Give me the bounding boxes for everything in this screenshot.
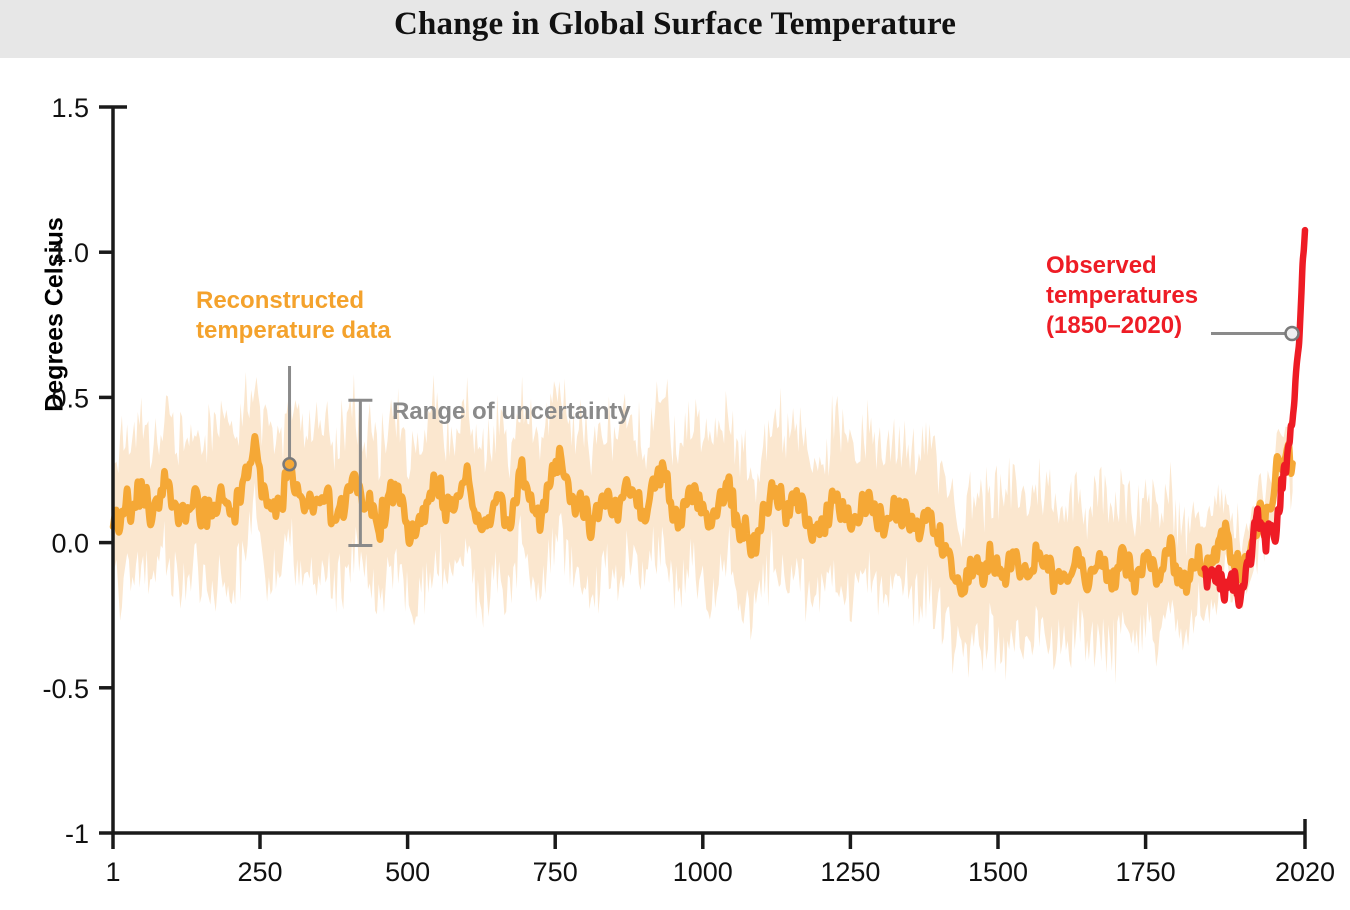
observed-line — [1201, 226, 1309, 609]
y-tick-label: 1.0 — [51, 238, 89, 268]
page-title: Change in Global Surface Temperature — [393, 6, 957, 42]
x-tick-label: 750 — [533, 857, 578, 887]
title-band — [0, 0, 1350, 58]
y-tick-label: -0.5 — [42, 674, 89, 704]
x-tick-label: 1000 — [673, 857, 733, 887]
reconstructed-line — [109, 433, 1296, 598]
x-tick-label: 500 — [385, 857, 430, 887]
y-tick-label: -1 — [65, 819, 89, 849]
y-tick-label: 0.5 — [51, 383, 89, 413]
x-tick-label: 1750 — [1116, 857, 1176, 887]
x-tick-label: 1 — [105, 857, 120, 887]
x-tick-label: 2020 — [1275, 857, 1335, 887]
x-tick-label: 1250 — [820, 857, 880, 887]
y-tick-label: 1.5 — [51, 93, 89, 123]
y-tick-label: 0.0 — [51, 529, 89, 559]
annotation-uncertainty: Range of uncertainty — [392, 398, 631, 425]
annotation-reconstructed: Reconstructed temperature data — [196, 287, 391, 344]
axes: 1.51.00.50.0-0.5-11 250 500 750 1000 1250 1500… — [42, 93, 1335, 887]
annotation-leaders — [282, 325, 1300, 548]
annotation-observed: Observed temperatures (1850–2020) — [1046, 252, 1199, 339]
x-tick-label: 1500 — [968, 857, 1028, 887]
x-tick-label: 250 — [237, 857, 282, 887]
uncertainty-band — [113, 371, 1293, 684]
